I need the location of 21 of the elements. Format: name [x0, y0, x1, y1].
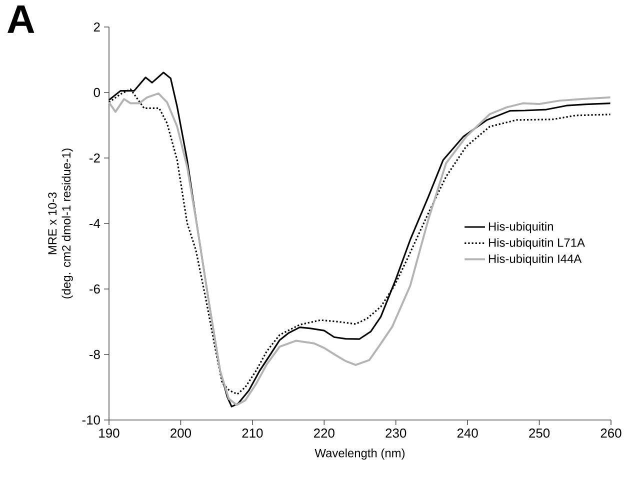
- x-axis-title: Wavelength (nm): [314, 448, 405, 460]
- x-tick-label: 210: [242, 428, 263, 438]
- x-tick-label: 250: [529, 428, 550, 438]
- x-tick-label: 240: [457, 428, 478, 438]
- y-axis-title: MRE x 10-3 (deg. cm2 dmol-1 residue-1): [48, 148, 73, 298]
- y-tick-label: 2: [94, 22, 100, 32]
- x-tick-label: 230: [386, 428, 406, 438]
- legend-label: His-ubiquitin L71A: [488, 238, 585, 250]
- y-tick-label: -2: [90, 153, 100, 163]
- y-tick-label: -8: [90, 350, 100, 360]
- y-tick-label: -4: [90, 219, 100, 228]
- y-tick-label: -6: [90, 284, 100, 294]
- y-tick-label: 0: [94, 88, 100, 98]
- x-tick-label: 260: [600, 428, 622, 438]
- x-tick-label: 200: [170, 428, 192, 438]
- legend-label: His-ubiquitin: [488, 222, 553, 234]
- legend-label: His-ubiquitin I44A: [488, 254, 582, 266]
- y-tick-label: -10: [82, 415, 100, 425]
- text: A: [8, 6, 34, 33]
- x-tick-label: 220: [314, 428, 334, 438]
- x-tick-label: 190: [99, 428, 120, 438]
